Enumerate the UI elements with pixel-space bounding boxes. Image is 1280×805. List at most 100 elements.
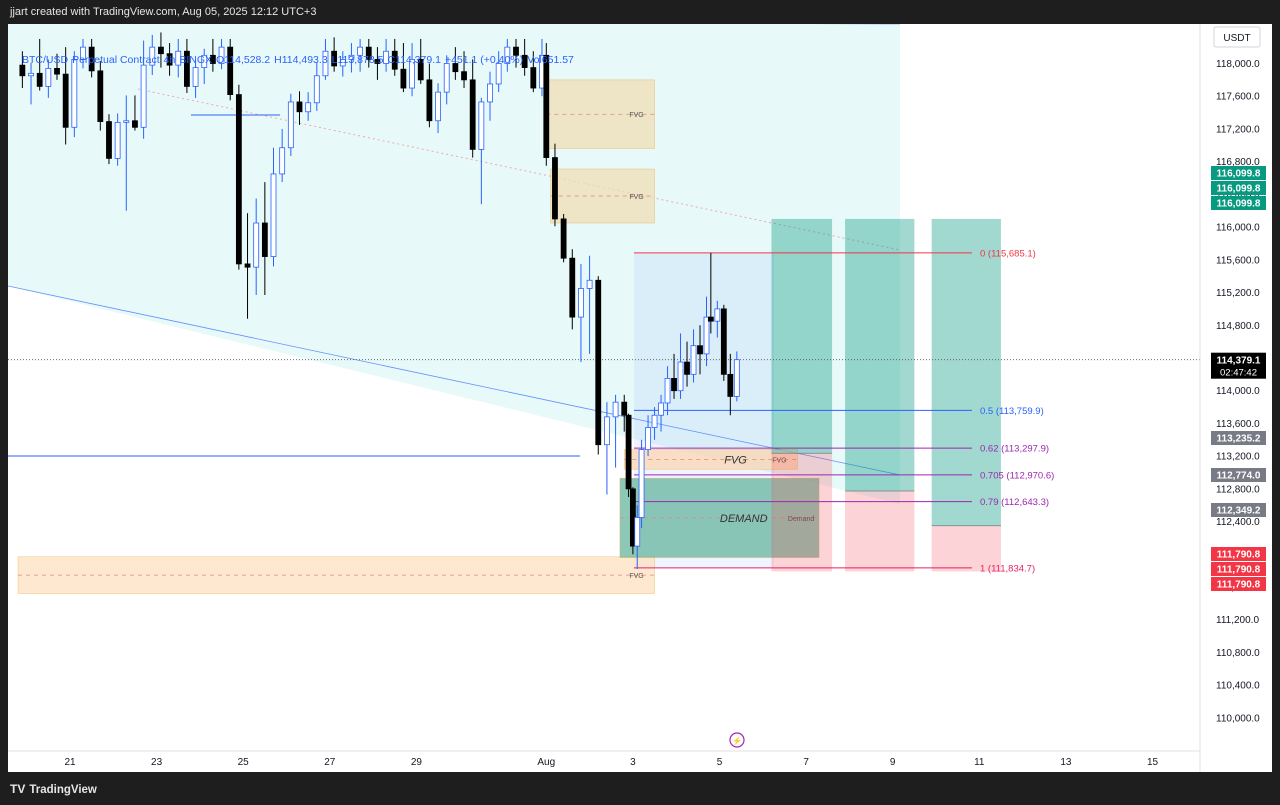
candle-body-78 (664, 378, 671, 404)
candle-body-84 (703, 316, 710, 355)
candle-body-9 (97, 70, 104, 122)
candle-body-3 (45, 68, 52, 87)
candle-body-42 (383, 50, 389, 64)
candle-body-65 (578, 288, 584, 318)
fib-label-0: 0 (115,685.1) (980, 248, 1036, 259)
candle-body-43 (391, 50, 398, 70)
fib-label-3: 0.705 (112,970.6) (980, 470, 1054, 481)
legend-high: H114,493.3 (274, 54, 328, 66)
candle-body-26 (244, 263, 251, 268)
candles (19, 32, 740, 570)
time-tick-10: 11 (974, 757, 985, 768)
candle-body-86 (714, 308, 721, 322)
legend-exchange: BINGX (179, 54, 213, 66)
candle-body-36 (331, 50, 338, 67)
price-tick-4: 116,400.0 (1216, 190, 1260, 201)
candle-body-53 (478, 101, 485, 150)
last-price-tag-bg (1211, 352, 1266, 379)
candle-body-0 (19, 64, 26, 77)
candle-body-40 (365, 46, 372, 60)
candle-body-4 (54, 68, 60, 75)
price-axis-bg (1200, 24, 1272, 772)
price-tick-18: 110,800.0 (1216, 648, 1260, 659)
candle-body-66 (586, 279, 593, 289)
zone-2 (17, 556, 655, 594)
candle-body-39 (357, 46, 364, 56)
candle-body-34 (313, 75, 320, 104)
candle-body-33 (305, 102, 312, 113)
candle-body-85 (707, 316, 714, 322)
fib-label-5: 1 (111,834.7) (980, 563, 1035, 574)
candle-body-15 (149, 46, 156, 66)
fib-label-2: 0.62 (113,297.9) (980, 444, 1049, 455)
price-tag-bg-5 (1211, 503, 1266, 517)
candle-body-19 (184, 50, 190, 87)
candle-body-57 (513, 46, 519, 56)
time-tick-3: 27 (324, 757, 336, 768)
time-tick-2: 25 (238, 757, 250, 768)
legend-contract: Perpetual Contract (72, 54, 160, 66)
candle-body-81 (684, 361, 690, 375)
candle-body-20 (192, 67, 199, 87)
trend-channel-fill (8, 24, 900, 504)
candle-body-25 (235, 94, 242, 265)
time-tick-12: 15 (1147, 757, 1159, 768)
candle-body-32 (296, 101, 303, 113)
candle-body-48 (435, 91, 441, 122)
price-chart[interactable]: FVG FVG FVG FVG FVG Demand DEMAND 0 (115,685.1)… (8, 24, 1272, 772)
last-price-tag: 114,379.1 (1217, 356, 1261, 367)
price-tick-2: 117,200.0 (1216, 124, 1260, 135)
price-tick-6: 115,600.0 (1216, 255, 1260, 266)
candle-body-1 (28, 72, 34, 77)
chart-frame[interactable]: FVG FVG FVG FVG FVG Demand DEMAND 0 (115,685.1)… (8, 24, 1272, 772)
candle-body-50 (452, 63, 459, 73)
candle-body-27 (253, 222, 260, 268)
candle-body-49 (443, 63, 450, 93)
candle-body-22 (209, 54, 216, 64)
time-tick-9: 9 (890, 757, 896, 768)
candle-body-89 (733, 359, 740, 397)
candle-body-55 (495, 63, 502, 85)
position-loss-1 (845, 490, 915, 572)
zone-big-label-3: FVG (724, 454, 747, 466)
candle-body-10 (106, 121, 112, 159)
candle-body-18 (175, 50, 182, 66)
candle-body-80 (677, 361, 684, 392)
legend-symbol[interactable]: BTC/USD (22, 54, 69, 66)
price-tag-4: 112,774.0 (1217, 471, 1261, 482)
legend-low: L113,878.5 (331, 54, 384, 66)
price-tag-bg-6 (1211, 547, 1266, 561)
price-tag-bg-7 (1211, 562, 1266, 576)
candle-body-23 (218, 46, 225, 64)
candle-body-37 (339, 59, 346, 67)
candle-body-31 (287, 101, 294, 149)
candle-body-61 (543, 54, 550, 158)
symbol-legend[interactable]: BTC/USD Perpetual Contract 4h BINGX O114,528… (22, 54, 578, 66)
candle-body-63 (560, 218, 567, 259)
candle-body-41 (374, 59, 381, 64)
tv-brand-name: TradingView (29, 784, 97, 796)
tradingview-logo[interactable]: TV TradingView (10, 782, 97, 796)
plot-area: FVG FVG FVG FVG FVG Demand DEMAND 0 (115,685.1)… (8, 24, 1200, 594)
candle-body-62 (552, 157, 558, 220)
zone-label-4: Demand (788, 516, 815, 523)
trendline-lower (8, 285, 901, 476)
candle-body-30 (279, 147, 286, 175)
zone-label-2: FVG (629, 573, 643, 580)
candle-body-51 (461, 71, 467, 81)
candle-body-79 (671, 378, 677, 392)
candle-body-44 (400, 68, 407, 89)
candle-body-77 (658, 402, 664, 416)
candle-body-64 (569, 257, 576, 318)
legend-change: +451.1 (+0.40%) (444, 54, 524, 66)
price-tag-bg-2 (1211, 196, 1266, 210)
legend-open: O114,528.2 (216, 54, 271, 66)
event-bolt-icon: ⚡ (732, 736, 742, 746)
candle-body-52 (469, 79, 476, 150)
price-tick-14: 112,400.0 (1216, 517, 1260, 528)
candle-body-73 (634, 517, 641, 547)
price-tick-17: 111,200.0 (1216, 615, 1259, 626)
candle-body-82 (690, 345, 697, 375)
time-tick-1: 23 (151, 757, 163, 768)
position-profit-1 (845, 218, 915, 491)
